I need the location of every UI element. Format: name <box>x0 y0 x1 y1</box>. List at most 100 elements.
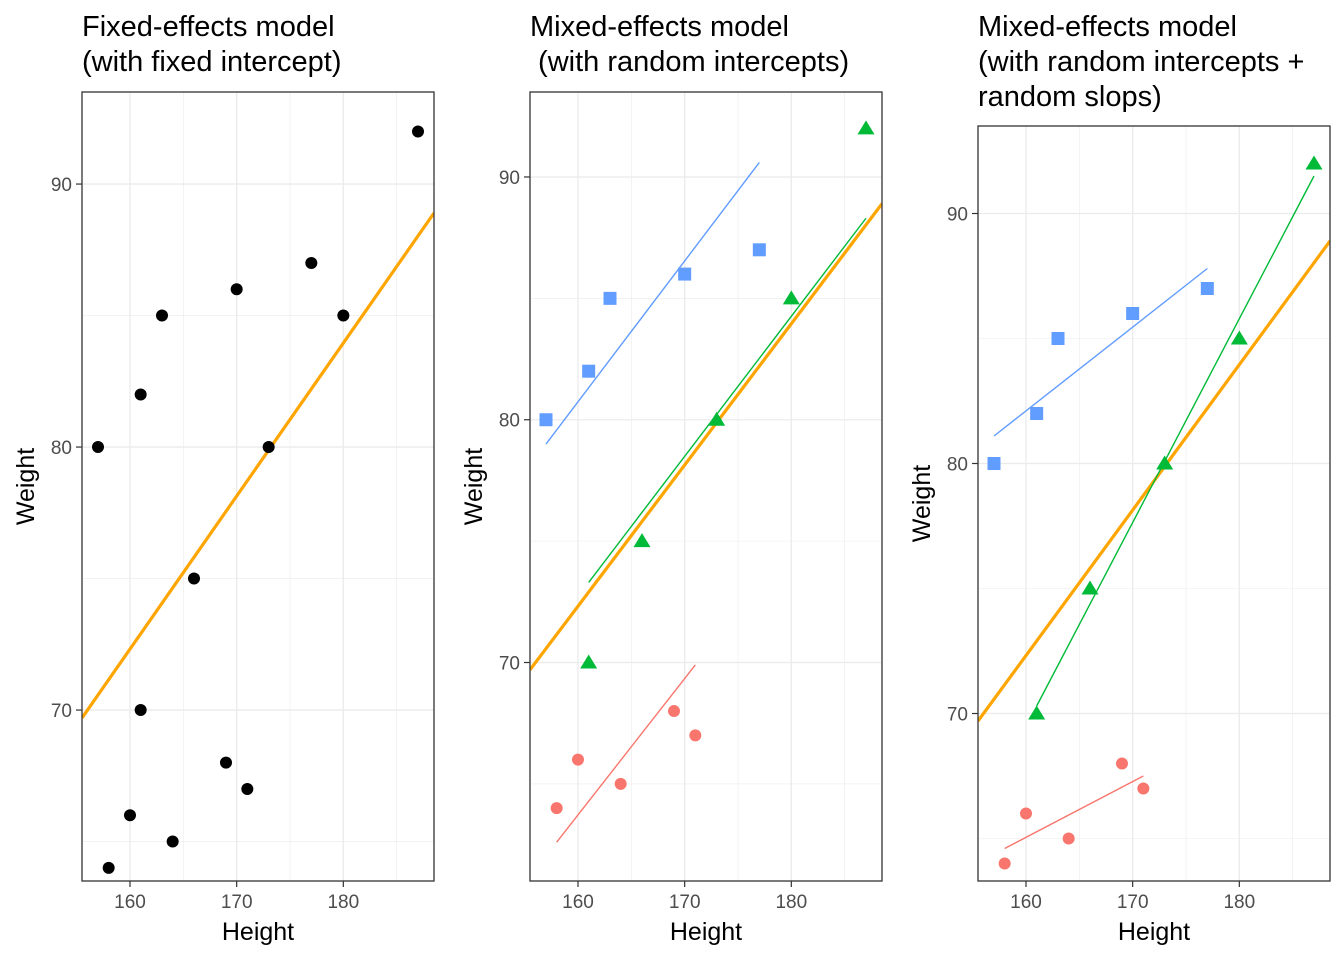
data-point <box>1230 330 1248 345</box>
data-point <box>987 457 1001 470</box>
data-point <box>262 441 275 454</box>
data-point <box>1062 832 1075 845</box>
data-point <box>782 290 800 305</box>
data-point <box>337 309 350 322</box>
chart-title-line: Mixed-effects model <box>978 11 1237 43</box>
data-point <box>1126 307 1140 320</box>
data-point <box>124 809 136 822</box>
chart-title-line: Fixed-effects model <box>82 11 335 43</box>
x-tick-label: 160 <box>114 892 146 913</box>
data-point <box>134 388 147 401</box>
data-point <box>156 309 168 322</box>
x-tick-label: 180 <box>1223 892 1255 913</box>
data-point <box>220 756 232 769</box>
data-point <box>572 753 584 766</box>
y-tick-label: 70 <box>499 654 520 675</box>
y-tick-label: 80 <box>499 411 520 432</box>
data-point <box>580 654 598 669</box>
data-point <box>134 704 147 717</box>
data-point <box>230 283 243 296</box>
y-tick-label: 80 <box>947 455 968 476</box>
data-point <box>539 413 553 427</box>
group-fit-line <box>1036 175 1315 707</box>
chart-title-line: Mixed-effects model <box>530 11 789 43</box>
data-point <box>1156 455 1174 470</box>
data-points <box>987 155 1323 870</box>
data-points <box>539 120 875 815</box>
x-axis-title: Height <box>670 918 742 946</box>
data-point <box>305 256 318 269</box>
chart-panel-3: Mixed-effects model(with random intercep… <box>908 11 1331 946</box>
y-tick-label: 90 <box>947 205 968 226</box>
chart-title-line: random slops) <box>978 81 1162 113</box>
panel-border <box>529 91 883 882</box>
data-point <box>708 411 726 426</box>
group-fit-line <box>1004 775 1144 850</box>
data-point <box>1020 807 1032 820</box>
data-point <box>582 364 596 378</box>
data-point <box>1305 155 1323 170</box>
data-point <box>1028 705 1046 720</box>
grid <box>978 126 1330 881</box>
x-tick-label: 170 <box>669 892 701 913</box>
data-point <box>1116 757 1128 770</box>
y-tick-label: 80 <box>51 438 72 459</box>
y-tick-label: 70 <box>947 705 968 726</box>
data-point <box>614 777 627 790</box>
grid <box>530 92 882 881</box>
panel-border <box>81 91 435 882</box>
x-axis-title: Height <box>1118 918 1190 946</box>
y-tick-label: 90 <box>499 168 520 189</box>
data-point <box>603 291 617 305</box>
data-point <box>752 243 766 257</box>
data-point <box>92 441 104 454</box>
x-tick-label: 180 <box>775 892 807 913</box>
chart-panel-1: Fixed-effects model(with fixed intercept… <box>12 11 435 946</box>
fixed-effect-line <box>82 212 434 719</box>
fit-lines <box>978 175 1330 850</box>
data-point <box>678 267 692 281</box>
data-point <box>689 729 702 742</box>
data-points <box>92 125 424 874</box>
data-point <box>412 125 424 138</box>
x-tick-label: 170 <box>221 892 253 913</box>
x-axis-title: Height <box>222 918 294 946</box>
x-tick-label: 160 <box>562 892 594 913</box>
fit-lines <box>82 212 434 719</box>
data-point <box>102 861 115 874</box>
data-point <box>633 533 651 548</box>
y-axis-title: Weight <box>908 465 936 542</box>
data-point <box>1081 580 1099 595</box>
group-fit-line <box>993 267 1208 437</box>
y-tick-label: 90 <box>51 175 72 196</box>
fixed-effect-line <box>530 202 882 671</box>
chart-panel-2: Mixed-effects model (with random interce… <box>460 11 883 946</box>
y-axis-title: Weight <box>460 448 488 525</box>
group-fit-line <box>545 161 760 445</box>
data-point <box>550 802 563 815</box>
group-fit-line <box>588 217 867 583</box>
fit-lines <box>530 161 882 843</box>
x-tick-label: 160 <box>1010 892 1042 913</box>
data-point <box>1051 332 1065 345</box>
data-point <box>1137 782 1150 795</box>
y-tick-label: 70 <box>51 701 72 722</box>
data-point <box>166 835 179 848</box>
y-axis-title: Weight <box>12 448 40 525</box>
x-tick-label: 170 <box>1117 892 1149 913</box>
x-tick-label: 180 <box>327 892 359 913</box>
data-point <box>241 782 254 795</box>
data-point <box>1200 282 1214 295</box>
chart-title-line: (with random intercepts + <box>978 46 1304 78</box>
data-point <box>668 705 680 718</box>
grid <box>82 92 434 881</box>
group-fit-line <box>556 664 696 843</box>
chart-title-line: (with random intercepts) <box>530 46 849 78</box>
data-point <box>998 857 1011 870</box>
data-point <box>857 120 875 135</box>
data-point <box>188 572 200 585</box>
chart-title-line: (with fixed intercept) <box>82 46 342 78</box>
data-point <box>1030 407 1044 420</box>
panel-border <box>977 125 1331 882</box>
